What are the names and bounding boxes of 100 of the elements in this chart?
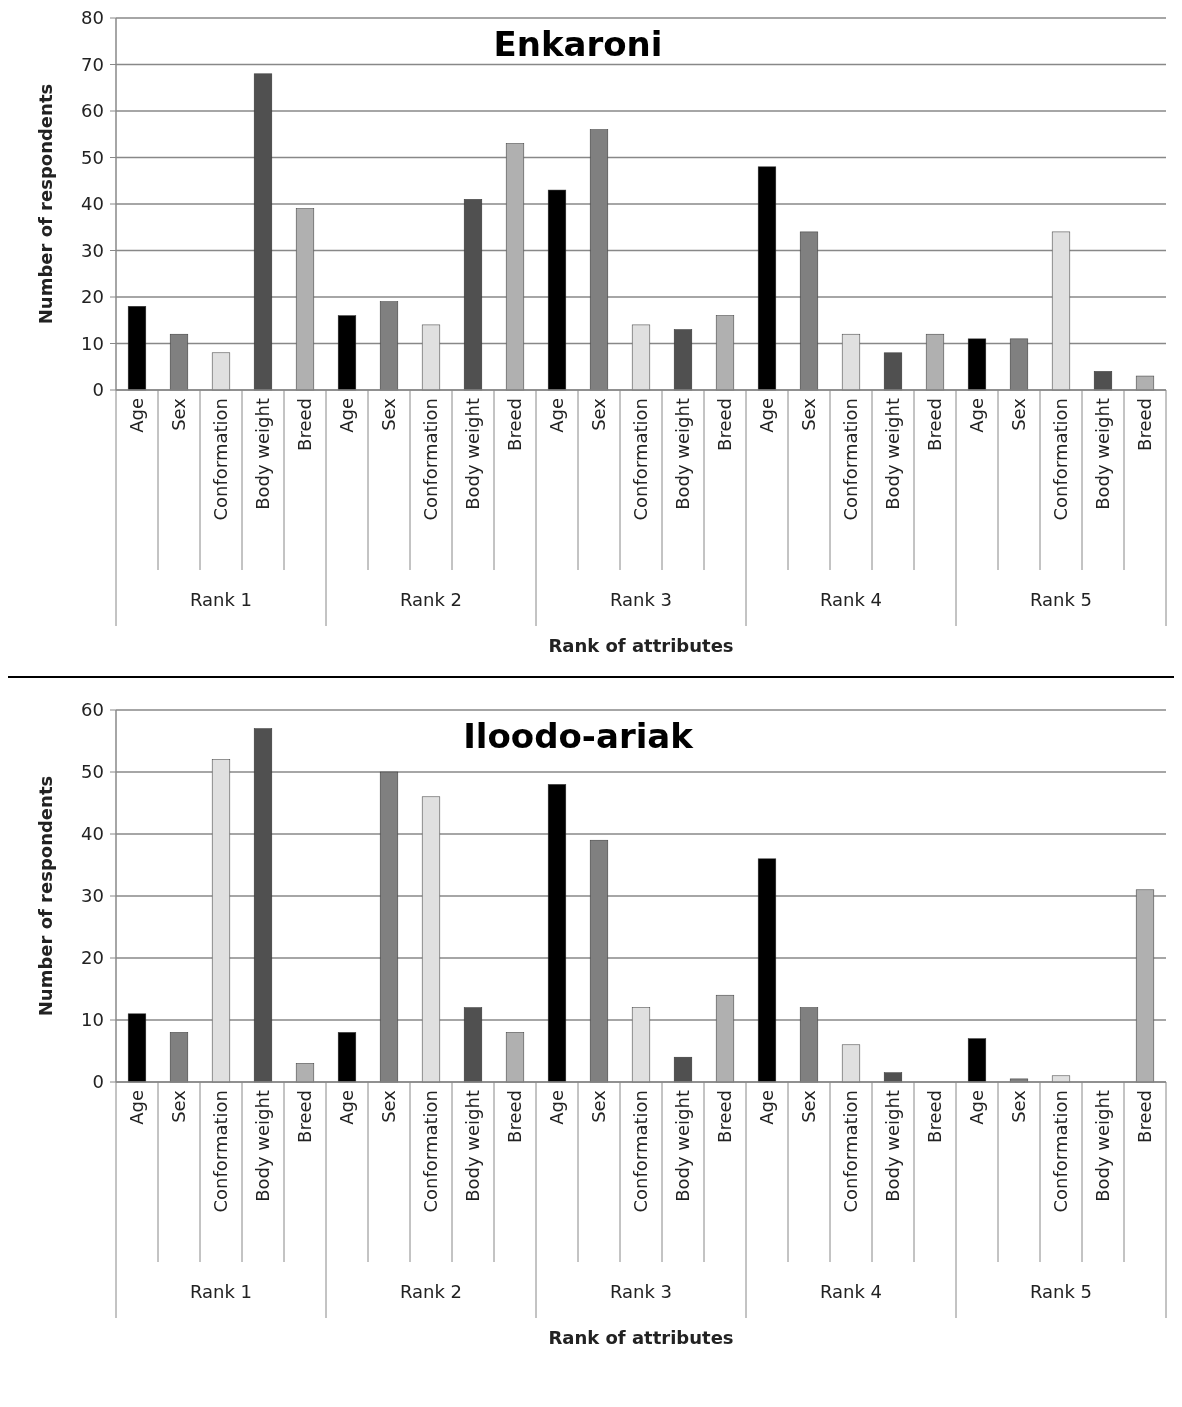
- y-tick-label: 80: [81, 7, 104, 29]
- x-tick-label: Breed: [1134, 398, 1156, 451]
- text: Rank 4: [819, 589, 883, 610]
- y-tick-label: 0: [92, 379, 104, 401]
- text: Rank 5: [1029, 1281, 1093, 1302]
- x-tick-label: Body weight: [462, 398, 484, 510]
- y-tick-label: 50: [81, 761, 104, 783]
- x-tick-label: Body weight: [1092, 398, 1114, 510]
- x-tick-label: Body weight: [882, 1090, 904, 1202]
- x-tick-label: Body weight: [462, 1090, 484, 1202]
- y-tick-label: 20: [81, 947, 104, 969]
- bar: [841, 1044, 861, 1083]
- x-tick-label: Conformation: [1050, 1090, 1072, 1213]
- x-tick-label: Breed: [504, 398, 526, 451]
- bar: [1135, 889, 1155, 1083]
- text: Rank 1: [189, 1281, 253, 1302]
- bar: [841, 333, 861, 391]
- bar: [673, 1056, 693, 1083]
- bar: [295, 208, 315, 391]
- x-tick-label: Breed: [714, 1090, 736, 1143]
- bar: [127, 1013, 147, 1083]
- bar: [547, 189, 567, 391]
- x-tick-label: Body weight: [252, 1090, 274, 1202]
- chart-title: Iloodo-ariak: [463, 716, 695, 756]
- x-tick-label: Sex: [1008, 397, 1030, 431]
- x-tick-label: Breed: [504, 1090, 526, 1143]
- bar: [463, 1007, 483, 1083]
- bar: [253, 73, 273, 391]
- bar: [631, 324, 651, 391]
- x-tick-label: Breed: [1134, 1090, 1156, 1143]
- y-tick-label: 40: [81, 823, 104, 845]
- x-tick-label: Sex: [378, 1089, 400, 1123]
- bar: [253, 728, 273, 1083]
- bar: [631, 1007, 651, 1083]
- x-tick-label: Breed: [294, 398, 316, 451]
- bar: [295, 1063, 315, 1083]
- bar: [337, 1032, 357, 1083]
- bar: [757, 166, 777, 391]
- bar: [211, 352, 231, 391]
- x-tick-label: Sex: [168, 1089, 190, 1123]
- bar: [211, 759, 231, 1083]
- bar: [1093, 371, 1113, 391]
- bar: [1051, 231, 1071, 391]
- bar: [925, 333, 945, 391]
- bar: [883, 352, 903, 391]
- x-tick-label: Age: [126, 1090, 148, 1125]
- bar: [967, 1038, 987, 1083]
- bar: [505, 143, 525, 391]
- bar: [505, 1032, 525, 1083]
- y-tick-label: 60: [81, 100, 104, 122]
- bar: [127, 306, 147, 391]
- y-axis-title: Number of respondents: [35, 83, 56, 325]
- x-tick-label: Sex: [378, 397, 400, 431]
- x-tick-label: Sex: [1008, 1089, 1030, 1123]
- y-tick-label: 30: [81, 885, 104, 907]
- text: Rank 3: [609, 1281, 673, 1302]
- x-tick-label: Age: [966, 1090, 988, 1125]
- x-tick-label: Breed: [714, 398, 736, 451]
- x-tick-label: Conformation: [840, 1090, 862, 1213]
- y-tick-label: 50: [81, 146, 104, 168]
- y-tick-label: 20: [81, 286, 104, 308]
- bar: [1135, 375, 1155, 391]
- bar: [757, 858, 777, 1083]
- bar: [715, 994, 735, 1083]
- bar: [883, 1072, 903, 1083]
- x-tick-label: Conformation: [420, 398, 442, 521]
- x-tick-label: Conformation: [420, 1090, 442, 1213]
- x-tick-label: Sex: [798, 1089, 820, 1123]
- x-axis-title: Rank of attributes: [548, 1327, 734, 1348]
- x-tick-label: Body weight: [1092, 1090, 1114, 1202]
- bar: [463, 199, 483, 391]
- x-tick-label: Sex: [798, 397, 820, 431]
- x-tick-label: Conformation: [210, 1090, 232, 1213]
- text: Rank 2: [399, 589, 463, 610]
- bar: [547, 784, 567, 1083]
- x-tick-label: Body weight: [882, 398, 904, 510]
- y-tick-label: 60: [81, 699, 104, 721]
- text: Rank 3: [609, 589, 673, 610]
- x-tick-label: Age: [336, 398, 358, 433]
- text: Rank 2: [399, 1281, 463, 1302]
- x-tick-label: Body weight: [672, 398, 694, 510]
- y-tick-label: 40: [81, 193, 104, 215]
- x-tick-label: Age: [336, 1090, 358, 1125]
- y-axis-title: Number of respondents: [35, 775, 56, 1017]
- x-axis-title: Rank of attributes: [548, 635, 734, 656]
- x-tick-label: Breed: [294, 1090, 316, 1143]
- x-tick-label: Age: [546, 1090, 568, 1125]
- x-tick-label: Sex: [588, 397, 610, 431]
- y-tick-label: 30: [81, 239, 104, 261]
- x-tick-label: Body weight: [672, 1090, 694, 1202]
- bar: [337, 315, 357, 391]
- text: Rank 1: [189, 589, 253, 610]
- text: Rank 5: [1029, 589, 1093, 610]
- x-tick-label: Age: [126, 398, 148, 433]
- bar: [421, 324, 441, 391]
- x-tick-label: Conformation: [630, 1090, 652, 1213]
- bar: [967, 338, 987, 391]
- x-tick-label: Conformation: [630, 398, 652, 521]
- x-tick-label: Conformation: [1050, 398, 1072, 521]
- x-tick-label: Sex: [588, 1089, 610, 1123]
